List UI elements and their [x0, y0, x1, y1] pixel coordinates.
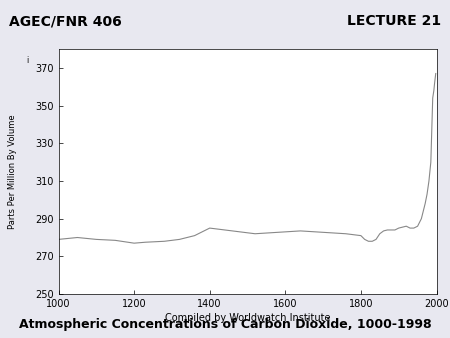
X-axis label: Compiled by Worldwatch Institute: Compiled by Worldwatch Institute	[165, 313, 330, 323]
Y-axis label: Parts Per Million By Volume: Parts Per Million By Volume	[8, 114, 17, 229]
Text: i: i	[27, 56, 29, 65]
Text: Atmospheric Concentrations of Carbon Dioxide, 1000-1998: Atmospheric Concentrations of Carbon Dio…	[19, 318, 431, 331]
Text: LECTURE 21: LECTURE 21	[347, 15, 441, 28]
Text: AGEC/FNR 406: AGEC/FNR 406	[9, 15, 122, 28]
